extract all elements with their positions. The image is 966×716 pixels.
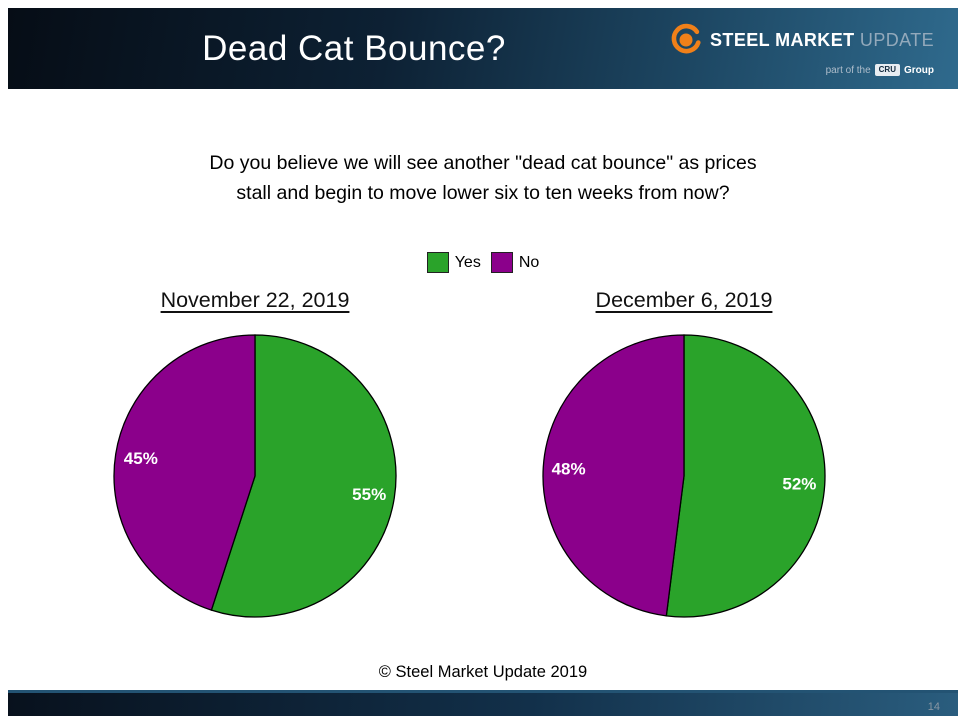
- chart-legend: Yes No: [0, 252, 966, 273]
- tagline-prefix: part of the: [825, 64, 871, 76]
- bottom-bar: 14: [8, 690, 958, 716]
- legend-item-yes: Yes: [426, 252, 481, 273]
- chart-title-nov-22: November 22, 2019: [160, 288, 350, 312]
- question-line-2: stall and begin to move lower six to ten…: [236, 182, 730, 205]
- legend-swatch-yes: [426, 252, 449, 273]
- smu-swoosh-icon: [669, 21, 703, 60]
- cru-badge: CRU: [874, 64, 900, 76]
- pie-slice-label-yes: 55%: [352, 485, 386, 504]
- logo-word-steel: STEEL: [710, 30, 770, 51]
- pie-slice-label-yes: 52%: [782, 474, 816, 493]
- logo-tagline: part of the CRU Group: [826, 64, 934, 76]
- page-number: 14: [927, 701, 940, 713]
- question-line-1: Do you believe we will see another "dead…: [209, 152, 757, 174]
- tagline-suffix: Group: [904, 64, 934, 76]
- pie-slice-yes: [665, 334, 826, 618]
- copyright-text: © Steel Market Update 2019: [378, 663, 588, 681]
- pie-chart-dec-6: 52% 48%: [539, 331, 829, 621]
- pie-figure-nov-22: November 22, 2019 55% 45%: [110, 288, 400, 621]
- smu-logo: STEEL MARKET UPDATE part of the CRU Grou…: [671, 21, 958, 76]
- pie-chart-nov-22: 55% 45%: [110, 331, 400, 621]
- logo-word-update: UPDATE: [859, 30, 934, 51]
- pie-slice-label-no: 48%: [552, 460, 586, 479]
- survey-question: Do you believe we will see another "dead…: [0, 148, 966, 208]
- legend-swatch-no: [490, 252, 513, 273]
- logo-wordmark: STEEL MARKET UPDATE: [710, 30, 934, 51]
- logo-word-market: MARKET: [775, 30, 855, 51]
- pie-slice-yes: [210, 334, 397, 618]
- legend-item-no: No: [490, 252, 540, 273]
- legend-label-yes: Yes: [454, 253, 481, 271]
- legend-label-no: No: [518, 253, 540, 271]
- header-bar: Dead Cat Bounce? STEEL MARKET UPDATE par…: [8, 8, 958, 89]
- pie-figure-dec-6: December 6, 2019 52% 48%: [539, 288, 829, 621]
- chart-title-dec-6: December 6, 2019: [595, 288, 773, 312]
- logo-row: STEEL MARKET UPDATE: [669, 21, 934, 60]
- pie-slice-no: [113, 334, 256, 611]
- slide-title: Dead Cat Bounce?: [202, 28, 506, 68]
- pie-slice-no: [542, 334, 685, 617]
- pie-slice-label-no: 45%: [124, 449, 158, 468]
